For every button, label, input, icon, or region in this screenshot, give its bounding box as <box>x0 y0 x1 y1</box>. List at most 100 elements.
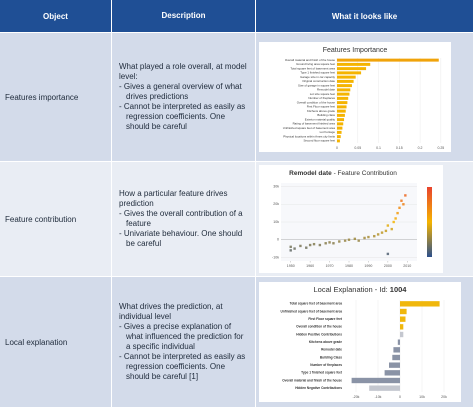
figure-title: Local Explanation - Id: 1004 <box>314 285 408 294</box>
description-cell: What played a role overall, at model lev… <box>112 33 256 162</box>
description-intro: What drives the prediction, at individua… <box>119 302 223 321</box>
bar <box>369 385 400 391</box>
bar <box>337 84 352 88</box>
point <box>384 229 388 233</box>
table-row: Feature contribution How a particular fea… <box>0 162 474 277</box>
figure-cell: Features Importance 0 0.05 0.1 0.15 0.2 0.25 Ov… <box>256 33 474 162</box>
category-label: Hidden Negative Contributions <box>295 386 342 390</box>
x-tick-label: 1980 <box>345 264 353 268</box>
point <box>299 244 302 248</box>
point <box>363 236 366 240</box>
table-row: Features importance What played a role ov… <box>0 33 474 162</box>
bar <box>337 92 350 96</box>
point <box>328 241 331 244</box>
figure-cell: Local Explanation - Id: 1004 -20k -10k 0 10k… <box>256 277 474 408</box>
category-label: Number of fireplaces <box>308 96 335 100</box>
description-cell: How a particular feature drives predicti… <box>112 162 256 277</box>
x-tick-label: -10k <box>375 395 382 399</box>
figure-cell: Remodel date - Feature Contribution -10k 0… <box>256 162 474 277</box>
description-cell: What drives the prediction, at individua… <box>112 277 256 408</box>
y-tick-label: -10k <box>272 255 279 259</box>
x-tick-label: 10k <box>419 395 425 399</box>
point <box>293 247 296 250</box>
table-row: Local explanation What drives the predict… <box>0 277 474 408</box>
category-label: First Floor square feet <box>308 317 343 321</box>
object-cell: Feature contribution <box>0 162 112 277</box>
object-cell: Local explanation <box>0 277 112 408</box>
figure-title: Remodel date - Feature Contribution <box>289 170 397 177</box>
description-intro: What played a role overall, at model lev… <box>119 62 247 81</box>
category-label: Building class <box>317 113 335 117</box>
point <box>332 242 335 245</box>
point <box>376 233 380 236</box>
header-cell: Description <box>112 0 256 33</box>
bar <box>337 62 371 66</box>
y-tick-label: 10k <box>273 220 279 224</box>
category-label: Unfinished square feet of basement area <box>281 309 343 313</box>
point <box>324 242 327 245</box>
bar <box>337 101 348 105</box>
category-label: Size of garage in square feet <box>298 83 335 87</box>
category-label: Remodel date <box>321 348 342 352</box>
bar <box>389 362 400 368</box>
title-id: 1004 <box>390 285 408 294</box>
category-label: Hidden Positive Contributions <box>296 332 342 336</box>
figure-title: Features Importance <box>323 47 388 54</box>
header-cell: Object <box>0 0 112 33</box>
category-label: Total square feet of basement area <box>290 66 335 70</box>
title-text: Local Explanation - Id: <box>314 285 390 294</box>
bar <box>397 339 400 345</box>
category-label: Type 1 finished square feet <box>300 71 335 75</box>
header-cell: What it looks like <box>256 0 474 33</box>
category-label: Overall condition of the house <box>296 325 342 329</box>
description-bullet: - Gives a general overview of what drive… <box>119 82 242 101</box>
bar <box>337 126 343 130</box>
point <box>357 239 360 242</box>
x-tick-label: 0.2 <box>418 146 423 150</box>
category-label: Kitchens above grade <box>309 340 342 344</box>
category-label: Type 1 finished square feet <box>301 371 343 375</box>
point <box>386 224 390 227</box>
x-tick-label: 1970 <box>326 264 334 268</box>
x-tick-label: 0 <box>336 146 338 150</box>
bar <box>337 58 439 62</box>
y-tick-label: 20k <box>273 202 279 206</box>
category-label: Ground living area square feet <box>296 62 335 66</box>
point <box>353 237 357 241</box>
x-tick-label: 2010 <box>403 264 411 268</box>
bar <box>337 75 356 79</box>
x-tick-label: 0.1 <box>376 146 381 150</box>
point <box>400 199 403 202</box>
bar <box>337 96 349 100</box>
x-tick-label: 0.15 <box>396 146 403 150</box>
bar <box>400 308 407 315</box>
point <box>392 220 395 224</box>
point <box>373 234 376 238</box>
category-label: Physical locations within Ames city limi… <box>283 134 335 138</box>
category-label: Number of fireplaces <box>310 363 342 367</box>
header-row: Object Description What it looks like <box>0 0 474 33</box>
figure: Local Explanation - Id: 1004 -20k -10k 0 10k… <box>259 282 461 402</box>
category-label: Lot frontage <box>320 130 336 134</box>
bar <box>337 130 342 134</box>
point <box>312 242 316 246</box>
bar <box>337 88 351 92</box>
y-tick-label: 30k <box>273 184 279 188</box>
bar <box>351 377 400 384</box>
bar <box>400 324 404 330</box>
x-tick-label: 0.25 <box>437 146 444 150</box>
point <box>380 231 384 234</box>
x-tick-label: 1990 <box>364 264 372 268</box>
x-tick-label: 1960 <box>306 264 314 268</box>
point <box>318 243 322 247</box>
category-label: Lot size square feet <box>310 92 335 96</box>
point <box>338 240 341 243</box>
point <box>390 227 393 231</box>
colorbar <box>427 187 432 257</box>
bar <box>393 347 400 353</box>
bar <box>400 331 404 338</box>
category-label: Overall material and finish of the house <box>285 58 336 62</box>
y-tick-label: 0 <box>277 238 279 242</box>
description-bullet: - Gives the overall contribution of a fe… <box>119 209 243 228</box>
